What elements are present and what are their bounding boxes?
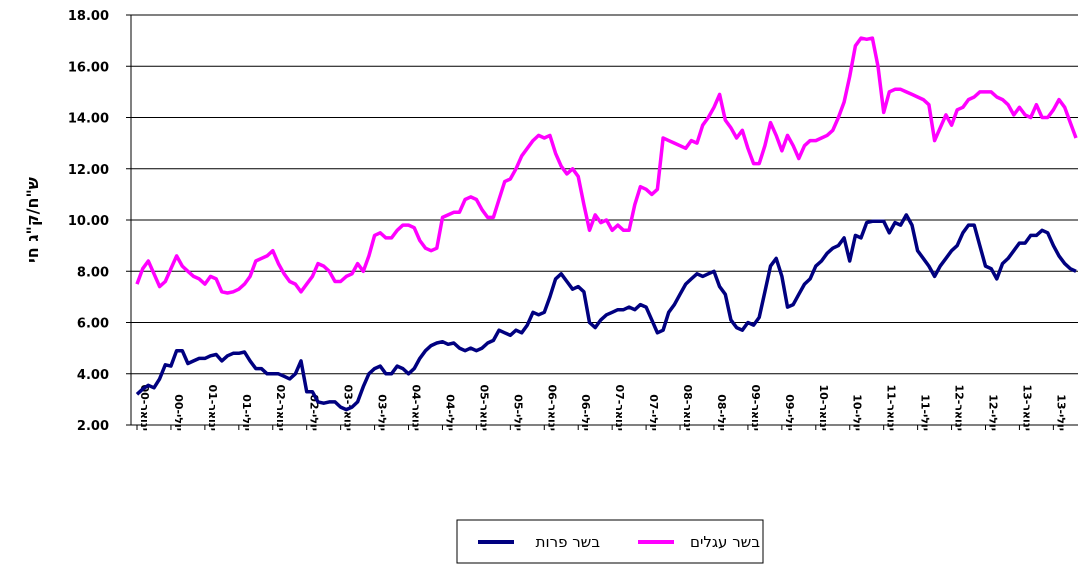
y-tick-label: 4.00 <box>77 368 109 383</box>
y-axis-label: ש"ח/ק"ג חי <box>23 177 42 263</box>
y-tick-label: 16.00 <box>68 60 109 75</box>
data-line <box>135 213 1077 412</box>
x-tick-label: יולי-05 <box>511 394 524 431</box>
y-tick-label: 8.00 <box>77 265 109 280</box>
x-tick-label: יולי-10 <box>851 394 864 431</box>
x-tick-label: ינואר-08 <box>681 384 694 431</box>
y-tick-label: 14.00 <box>68 112 109 127</box>
x-tick-label: יולי-07 <box>647 394 660 431</box>
x-tick-label: ינואר-01 <box>206 384 219 431</box>
x-tick-label: יולי-11 <box>919 394 932 431</box>
y-tick-label: 2.00 <box>77 419 109 434</box>
x-tick-label: יולי-08 <box>715 394 728 431</box>
y-tick-label: 12.00 <box>68 163 109 178</box>
x-tick-label: ינואר-12 <box>953 384 966 431</box>
x-tick-label: יולי-09 <box>783 394 796 431</box>
data-line <box>135 36 1078 295</box>
legend-label: בשר פרות <box>536 533 601 551</box>
x-tick-label: יולי-13 <box>1054 394 1067 431</box>
x-tick-label: יולי-03 <box>376 394 389 431</box>
x-tick-label: יולי-01 <box>240 394 253 431</box>
x-tick-label: יולי-06 <box>579 394 592 431</box>
legend-label: בשר עגלים <box>690 533 760 551</box>
x-tick-label: ינואר-07 <box>613 384 626 431</box>
x-tick-label: ינואר-13 <box>1020 384 1033 431</box>
x-tick-label: ינואר-10 <box>817 384 830 431</box>
x-tick-label: יולי-12 <box>986 394 999 431</box>
x-tick-label: ינואר-09 <box>749 384 762 431</box>
x-tick-label: ינואר-02 <box>274 384 287 431</box>
y-tick-label: 18.00 <box>68 9 109 24</box>
x-tick-label: ינואר-04 <box>410 384 423 431</box>
y-tick-label: 10.00 <box>68 214 109 229</box>
x-tick-label: ינואר-05 <box>477 384 490 431</box>
y-tick-label: 6.00 <box>77 317 109 332</box>
x-tick-label: ינואר-06 <box>545 384 558 431</box>
x-tick-label: ינואר-11 <box>885 384 898 431</box>
x-tick-label: יולי-00 <box>172 394 185 431</box>
x-tick-label: ינואר-00 <box>138 384 151 431</box>
x-tick-label: יולי-04 <box>443 394 456 431</box>
